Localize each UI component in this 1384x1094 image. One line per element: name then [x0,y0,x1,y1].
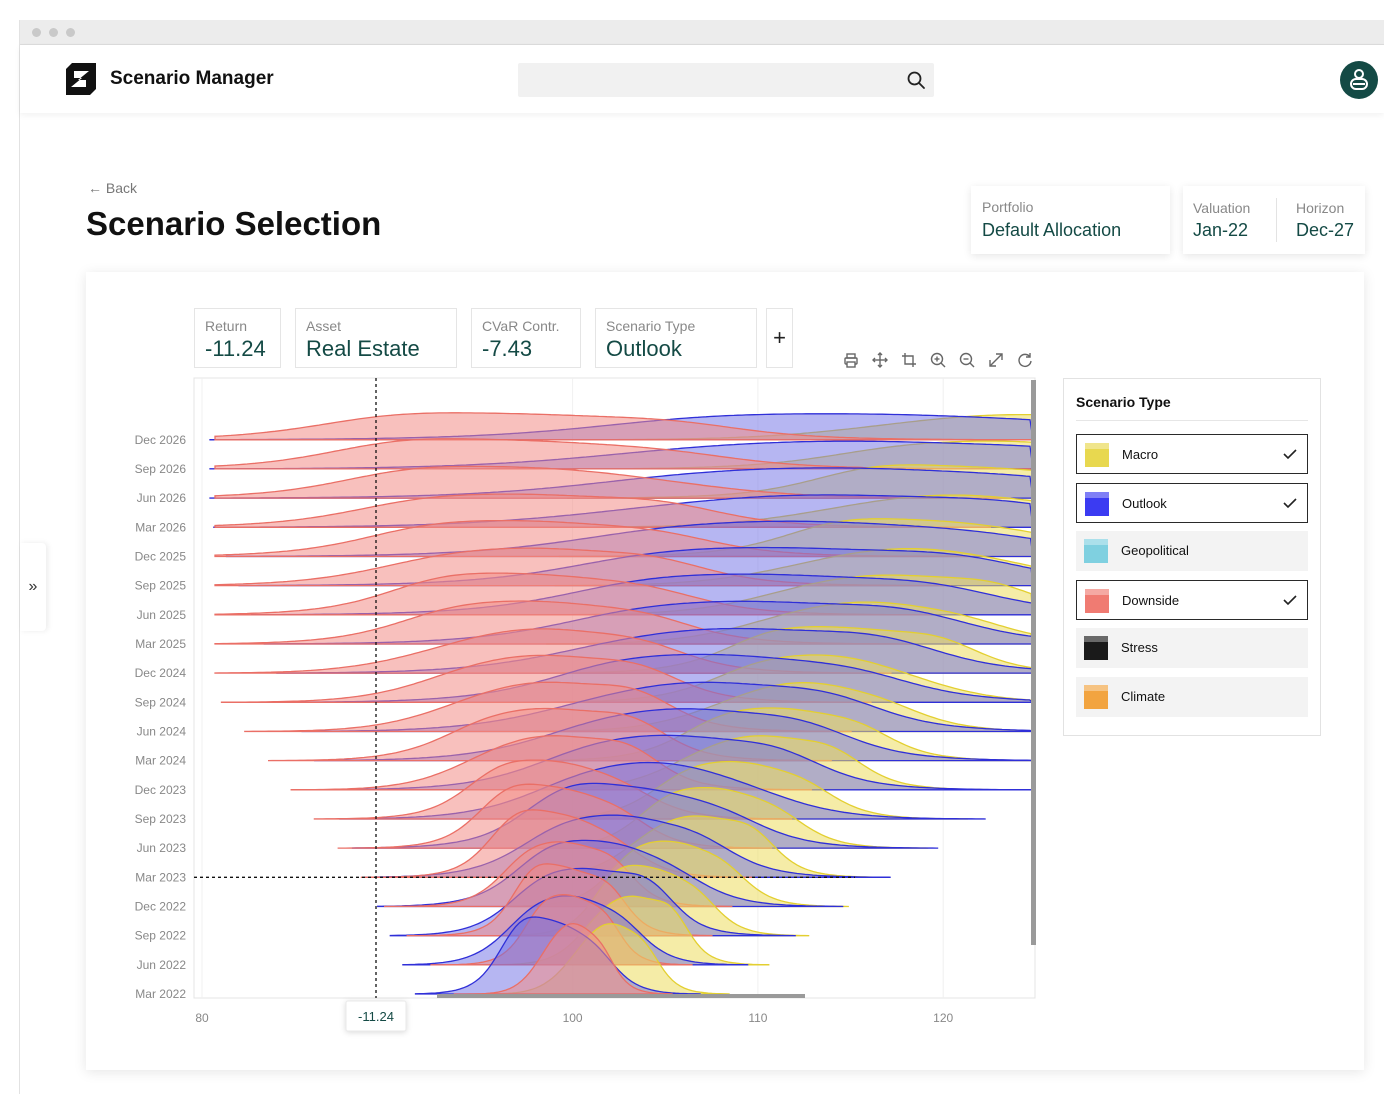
sidebar-expand-button[interactable]: » [20,543,46,631]
metric-return[interactable]: Return -11.24 [194,308,281,368]
legend-swatch [1085,589,1109,613]
user-avatar[interactable] [1340,61,1378,99]
y-tick-label: Mar 2024 [135,754,186,768]
checkmark-icon [1283,449,1297,460]
y-tick-label: Sep 2023 [135,812,187,826]
valuation-label: Valuation [1193,200,1251,216]
legend-swatch [1085,492,1109,516]
portfolio-card[interactable]: Portfolio Default Allocation [971,186,1170,254]
metric-label: CVaR Contr. [482,318,560,334]
add-metric-button[interactable]: + [766,308,793,368]
zoom-out-icon[interactable] [958,351,976,369]
metric-label: Scenario Type [606,318,696,334]
legend-label: Climate [1121,689,1166,704]
zoom-in-icon[interactable] [929,351,947,369]
expand-icon[interactable] [987,351,1005,369]
search-icon[interactable] [906,70,926,90]
print-icon[interactable] [842,351,860,369]
y-tick-label: Dec 2026 [135,433,187,447]
window-minimize-dot[interactable] [49,28,58,37]
checkmark-icon [1283,595,1297,606]
y-tick-label: Mar 2026 [135,520,186,534]
app-title: Scenario Manager [110,68,274,89]
legend-item-stress[interactable]: Stress [1076,628,1308,668]
horizontal-scrollbar[interactable] [437,994,805,998]
page-title: Scenario Selection [86,205,382,242]
legend-label: Macro [1122,447,1159,462]
y-tick-label: Dec 2022 [135,899,187,913]
crosshair-label-box [345,1000,407,1032]
ridge-downside-mar-2022[interactable] [453,922,673,995]
y-tick-label: Sep 2022 [135,929,187,943]
metric-label: Asset [306,318,342,334]
x-tick-label: 110 [748,1011,767,1025]
y-tick-label: Jun 2024 [137,724,187,738]
window-maximize-dot[interactable] [66,28,75,37]
legend-divider [1076,420,1308,421]
portfolio-label: Portfolio [982,199,1034,215]
y-tick-label: Mar 2025 [135,637,186,651]
y-tick-label: Mar 2023 [135,870,186,884]
legend-panel: Scenario Type Macro Outlook Geopolitical Do… [1063,378,1321,736]
legend-label: Geopolitical [1121,543,1189,558]
legend-swatch [1084,685,1108,709]
back-link[interactable]: ← Back [88,180,138,196]
crosshair-x-label: -11.24 [358,1009,394,1024]
user-icon [1350,69,1368,90]
y-tick-label: Dec 2024 [135,666,187,680]
metric-value: -11.24 [205,336,266,361]
y-tick-label: Jun 2022 [137,958,187,972]
search-input[interactable] [518,63,934,97]
x-tick-label: 120 [933,1011,953,1025]
metric-asset[interactable]: Asset Real Estate [295,308,457,368]
y-tick-label: Dec 2023 [135,783,187,797]
window-close-dot[interactable] [32,28,41,37]
legend-item-outlook[interactable]: Outlook [1076,483,1308,523]
legend-label: Stress [1121,640,1158,655]
legend-title: Scenario Type [1076,394,1171,410]
checkmark-icon [1283,498,1297,509]
app-header: Scenario Manager [20,45,1384,113]
legend-swatch [1084,539,1108,563]
y-tick-label: Jun 2023 [137,841,187,855]
y-tick-label: Jun 2026 [137,491,187,505]
valuation-value: Jan-22 [1193,220,1249,240]
legend-item-geopolitical[interactable]: Geopolitical [1076,531,1308,571]
legend-label: Outlook [1122,496,1167,511]
legend-label: Downside [1122,593,1180,608]
x-tick-label: 100 [563,1011,583,1025]
y-tick-label: Jun 2025 [137,608,187,622]
ridge-downside-dec-2026[interactable] [214,412,1034,441]
horizon-label: Horizon [1296,200,1345,216]
crop-icon[interactable] [900,351,918,369]
legend-swatch [1084,636,1108,660]
legend-item-macro[interactable]: Macro [1076,434,1308,474]
vertical-scrollbar[interactable] [1031,380,1036,945]
reset-icon[interactable] [1016,351,1034,369]
app-logo-icon[interactable] [62,61,98,97]
legend-item-climate[interactable]: Climate [1076,677,1308,717]
metric-value: -7.43 [482,336,533,361]
x-tick-label: 80 [195,1011,209,1025]
legend-item-downside[interactable]: Downside [1076,580,1308,620]
window-edge [19,20,20,1094]
metric-cvar[interactable]: CVaR Contr. -7.43 [471,308,581,368]
y-tick-label: Sep 2026 [135,462,187,476]
metric-value: Outlook [606,336,682,361]
horizon-value: Dec-27 [1296,220,1355,240]
metric-label: Return [205,318,248,334]
y-tick-label: Mar 2022 [135,987,186,1001]
portfolio-value: Default Allocation [982,220,1122,240]
y-tick-label: Dec 2025 [135,549,187,563]
legend-swatch [1085,443,1109,467]
move-icon[interactable] [871,351,889,369]
metric-scenario-type[interactable]: Scenario Type Outlook [595,308,757,368]
window-titlebar [20,20,1384,45]
y-tick-label: Sep 2024 [135,695,187,709]
period-card[interactable]: Valuation Jan-22 Horizon Dec-27 [1183,186,1365,254]
y-tick-label: Sep 2025 [135,579,187,593]
card-divider [1276,198,1277,242]
metric-value: Real Estate [306,336,420,361]
